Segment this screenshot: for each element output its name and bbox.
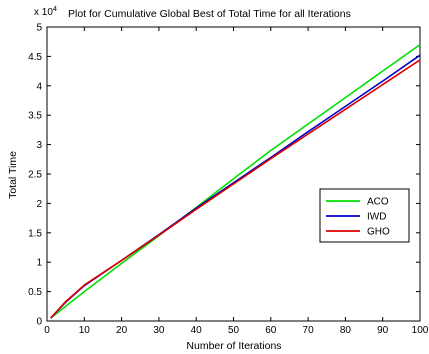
y-tick-label: 2.5 — [28, 170, 42, 181]
x-tick-label: 100 — [412, 325, 429, 336]
y-tick-label: 0 — [36, 317, 42, 328]
x-tick-label: 70 — [303, 325, 315, 336]
x-tick-label: 20 — [116, 325, 128, 336]
exponent-base: x 10 — [34, 7, 53, 18]
y-tick-label: 1 — [36, 258, 42, 269]
exponent-label: x 104 — [34, 4, 57, 18]
x-tick-label: 40 — [191, 325, 203, 336]
y-tick-label: 5 — [36, 23, 42, 34]
x-tick-label: 80 — [340, 325, 352, 336]
y-tick-label: 1.5 — [28, 228, 42, 239]
series-line-aco — [50, 43, 421, 319]
legend-label-iwd: IWD — [367, 212, 386, 223]
y-tick-label: 3.5 — [28, 111, 42, 122]
legend-label-aco: ACO — [367, 197, 389, 208]
y-tick-label: 2 — [36, 199, 42, 210]
y-tick-label: 4 — [36, 81, 42, 92]
x-tick-label: 50 — [228, 325, 240, 336]
series-line-gho — [50, 59, 421, 319]
chart-title: Plot for Cumulative Global Best of Total… — [68, 8, 351, 20]
x-tick-label: 60 — [265, 325, 277, 336]
legend-label-gho: GHO — [367, 227, 390, 238]
x-tick-label: 90 — [377, 325, 389, 336]
y-axis-label: Total Time — [7, 151, 19, 199]
plot-area: 0 10 20 30 40 50 60 70 80 90 100 0 0.5 1 1.5 2 2.5 3 3.5 4 4… — [28, 23, 429, 337]
legend: ACO IWD GHO — [319, 188, 410, 243]
exponent-power: 4 — [53, 4, 57, 13]
x-tick-label: 0 — [44, 325, 50, 336]
y-tick-label: 4.5 — [28, 52, 42, 63]
y-tick-label: 3 — [36, 140, 42, 151]
y-tick-label: 0.5 — [28, 287, 42, 298]
x-tick-label: 10 — [79, 325, 91, 336]
x-axis-label: Number of Iterations — [186, 340, 281, 352]
x-tick-label: 30 — [153, 325, 165, 336]
